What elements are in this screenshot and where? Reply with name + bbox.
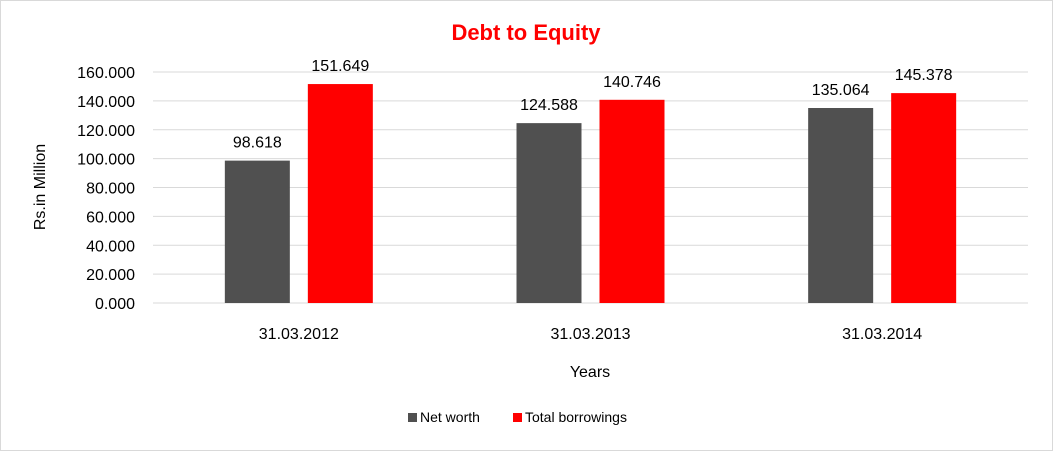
bar-net-worth — [516, 123, 582, 304]
data-label: 151.649 — [311, 58, 369, 75]
y-tick-label: 20.000 — [86, 267, 135, 284]
gridlines — [153, 71, 1028, 304]
bar-total-borrowings — [307, 84, 373, 303]
y-tick-label: 140.000 — [77, 94, 135, 111]
y-axis-ticks: 0.000 20.000 40.000 60.000 80.000 100.000 120.… — [77, 65, 135, 313]
y-tick-label: 40.000 — [86, 238, 135, 255]
x-tick-label: 31.03.2013 — [550, 326, 630, 343]
data-label: 145.378 — [895, 67, 953, 84]
data-label: 135.064 — [812, 82, 870, 99]
data-label: 140.746 — [603, 74, 661, 91]
y-tick-label: 0.000 — [95, 296, 135, 313]
y-tick-label: 160.000 — [77, 65, 135, 82]
bars — [224, 84, 957, 304]
chart-title: Debt to Equity — [451, 20, 601, 45]
y-tick-label: 120.000 — [77, 123, 135, 140]
legend-label: Total borrowings — [525, 409, 627, 425]
data-labels: 98.618 151.649 124.588 140.746 135.064 145.37… — [233, 58, 953, 152]
legend-swatch — [408, 413, 417, 422]
y-axis-title: Rs.in Million — [32, 144, 49, 230]
y-tick-label: 60.000 — [86, 209, 135, 226]
data-label: 98.618 — [233, 135, 282, 152]
y-tick-label: 80.000 — [86, 181, 135, 198]
legend-item-total-borrowings: Total borrowings — [513, 409, 627, 425]
bar-net-worth — [224, 160, 290, 303]
x-tick-label: 31.03.2012 — [259, 326, 339, 343]
legend-item-net-worth: Net worth — [408, 409, 480, 425]
x-axis-ticks: 31.03.2012 31.03.2013 31.03.2014 — [259, 326, 923, 343]
legend: Net worth Total borrowings — [408, 409, 627, 425]
x-axis-title: Years — [570, 364, 610, 381]
x-tick-label: 31.03.2014 — [842, 326, 922, 343]
bar-total-borrowings — [891, 93, 957, 304]
legend-label: Net worth — [420, 409, 480, 425]
data-label: 124.588 — [520, 97, 578, 114]
y-tick-label: 100.000 — [77, 152, 135, 169]
bar-net-worth — [808, 108, 874, 304]
legend-swatch — [513, 413, 522, 422]
bar-total-borrowings — [599, 99, 665, 303]
